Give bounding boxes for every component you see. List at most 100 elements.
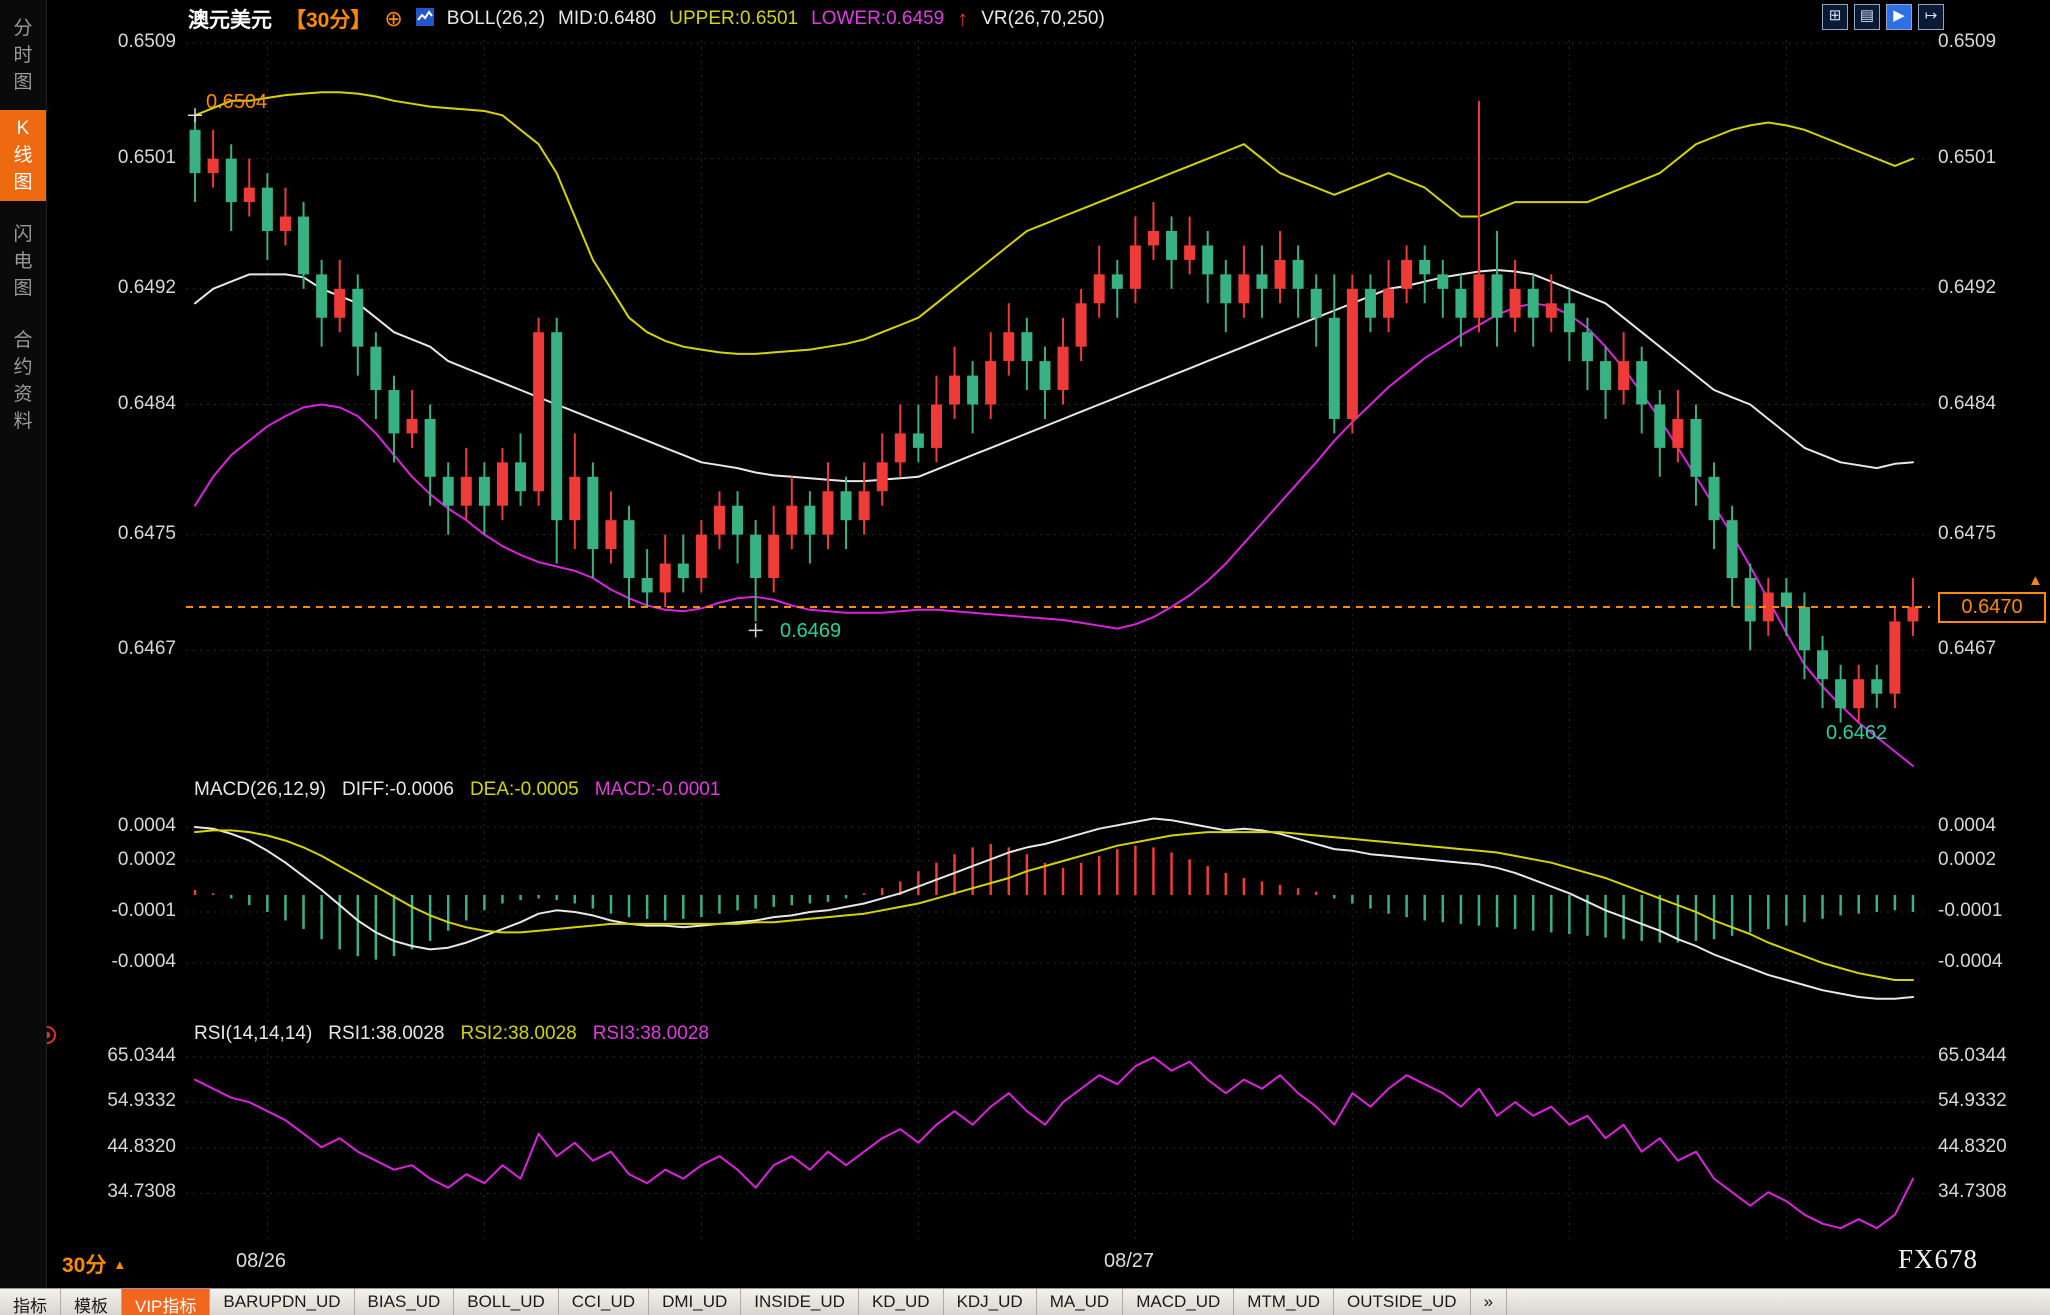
candle-body (1690, 418, 1702, 477)
candle-body (1672, 418, 1684, 448)
window-toolbar-icons: ⊞ ▤ ▶ ↦ (1822, 4, 1944, 30)
candle-body (1057, 346, 1069, 391)
tab-templates[interactable]: 模板 (61, 1289, 122, 1315)
candle-body (316, 274, 328, 318)
candle-body (1889, 621, 1901, 694)
tab-inside[interactable]: INSIDE_UD (741, 1289, 859, 1315)
candle-body (894, 433, 906, 463)
tab-dmi[interactable]: DMI_UD (649, 1289, 742, 1315)
sidebar-item-char: 电 (13, 251, 33, 272)
candle-body (1545, 303, 1557, 318)
boll-mid-line (194, 269, 1914, 483)
candle-body (1003, 332, 1015, 362)
candle-body (1419, 259, 1431, 275)
candle-body (985, 361, 997, 405)
candle-body (424, 418, 436, 477)
tab-macd[interactable]: MACD_UD (1123, 1289, 1235, 1315)
candle-body (1039, 361, 1051, 391)
sidebar-item-lightning-chart[interactable]: 闪电图 (0, 216, 46, 307)
candle-body (1021, 332, 1033, 362)
candle-body (804, 505, 816, 535)
candle-body (460, 476, 472, 506)
tab-barupdn[interactable]: BARUPDN_UD (210, 1289, 355, 1315)
tab-more[interactable]: » (1471, 1289, 1508, 1315)
macd-diff-line (194, 817, 1914, 1000)
candle-body (1328, 317, 1340, 419)
sidebar-item-char: 资 (13, 384, 33, 405)
candle-body (1817, 650, 1829, 680)
tab-cci[interactable]: CCI_UD (559, 1289, 650, 1315)
candle-body (1111, 274, 1123, 289)
candle-body (442, 476, 454, 506)
session-high-marker (188, 108, 203, 123)
candle-body (279, 216, 291, 231)
candle-body (1581, 332, 1593, 362)
sidebar-item-char: 闪 (13, 224, 33, 245)
candle-body (1853, 679, 1865, 709)
candle-body (388, 390, 400, 434)
rsi-line (194, 1056, 1914, 1230)
candle-body (1835, 679, 1847, 709)
tab-mtm[interactable]: MTM_UD (1234, 1289, 1334, 1315)
candle-body (1563, 303, 1575, 333)
candle-body (858, 491, 870, 521)
candle-body (569, 476, 581, 521)
sidebar-item-char: 线 (13, 145, 33, 166)
candle-body (261, 187, 273, 231)
sidebar-item-contract-info[interactable]: 合约资料 (0, 322, 46, 440)
candle-body (1075, 303, 1087, 347)
candle-body (732, 505, 744, 535)
tab-kdj[interactable]: KDJ_UD (944, 1289, 1037, 1315)
candle-body (967, 375, 979, 405)
candle-body (1437, 274, 1449, 289)
candle-body (1147, 230, 1159, 246)
candle-body (1798, 606, 1810, 651)
boll-upper-line (194, 91, 1914, 355)
tab-kd[interactable]: KD_UD (859, 1289, 944, 1315)
candle-body (225, 158, 237, 203)
tab-ma[interactable]: MA_UD (1037, 1289, 1124, 1315)
candle-body (949, 375, 961, 405)
tab-bias[interactable]: BIAS_UD (355, 1289, 455, 1315)
candle-body (1491, 274, 1503, 318)
tab-vip-indicators[interactable]: VIP指标 (122, 1289, 211, 1315)
candle-body (1364, 288, 1376, 318)
candle-body (1202, 245, 1214, 275)
candle-body (1762, 592, 1774, 622)
sidebar-item-char: 约 (13, 357, 33, 378)
layout-grid-icon[interactable]: ⊞ (1822, 4, 1848, 30)
candle-body (695, 534, 707, 579)
tab-outside[interactable]: OUTSIDE_UD (1334, 1289, 1471, 1315)
candle-body (1256, 274, 1268, 289)
candle-body (370, 346, 382, 391)
tab-indicators[interactable]: 指标 (0, 1289, 61, 1315)
sidebar-item-char: 图 (13, 172, 33, 193)
candle-body (1093, 274, 1105, 304)
candle-body (1708, 476, 1720, 521)
sidebar-item-time-chart[interactable]: 分时图 (0, 10, 46, 101)
candle-body (930, 404, 942, 448)
sidebar-item-char: 图 (13, 278, 33, 299)
tab-boll[interactable]: BOLL_UD (454, 1289, 559, 1315)
candle-body (677, 563, 689, 579)
candle-body (334, 288, 346, 318)
exit-view-icon[interactable]: ↦ (1918, 4, 1944, 30)
candle-body (768, 534, 780, 579)
period-up-icon[interactable]: ▲ (113, 1257, 127, 1272)
play-chart-icon[interactable]: ▶ (1886, 4, 1912, 30)
candle-body (352, 288, 364, 347)
candle-body (1238, 274, 1250, 304)
macd-dea-line (194, 829, 1914, 981)
candle-body (1346, 288, 1358, 419)
indicator-window-icon[interactable]: ▤ (1854, 4, 1880, 30)
candle-body (1654, 404, 1666, 448)
candle-body (515, 462, 527, 492)
candle-body (623, 520, 635, 579)
candle-body (659, 563, 671, 593)
candle-body (605, 520, 617, 550)
candle-body (1455, 288, 1467, 318)
crosshair-icon[interactable]: ⊕ (384, 6, 403, 31)
